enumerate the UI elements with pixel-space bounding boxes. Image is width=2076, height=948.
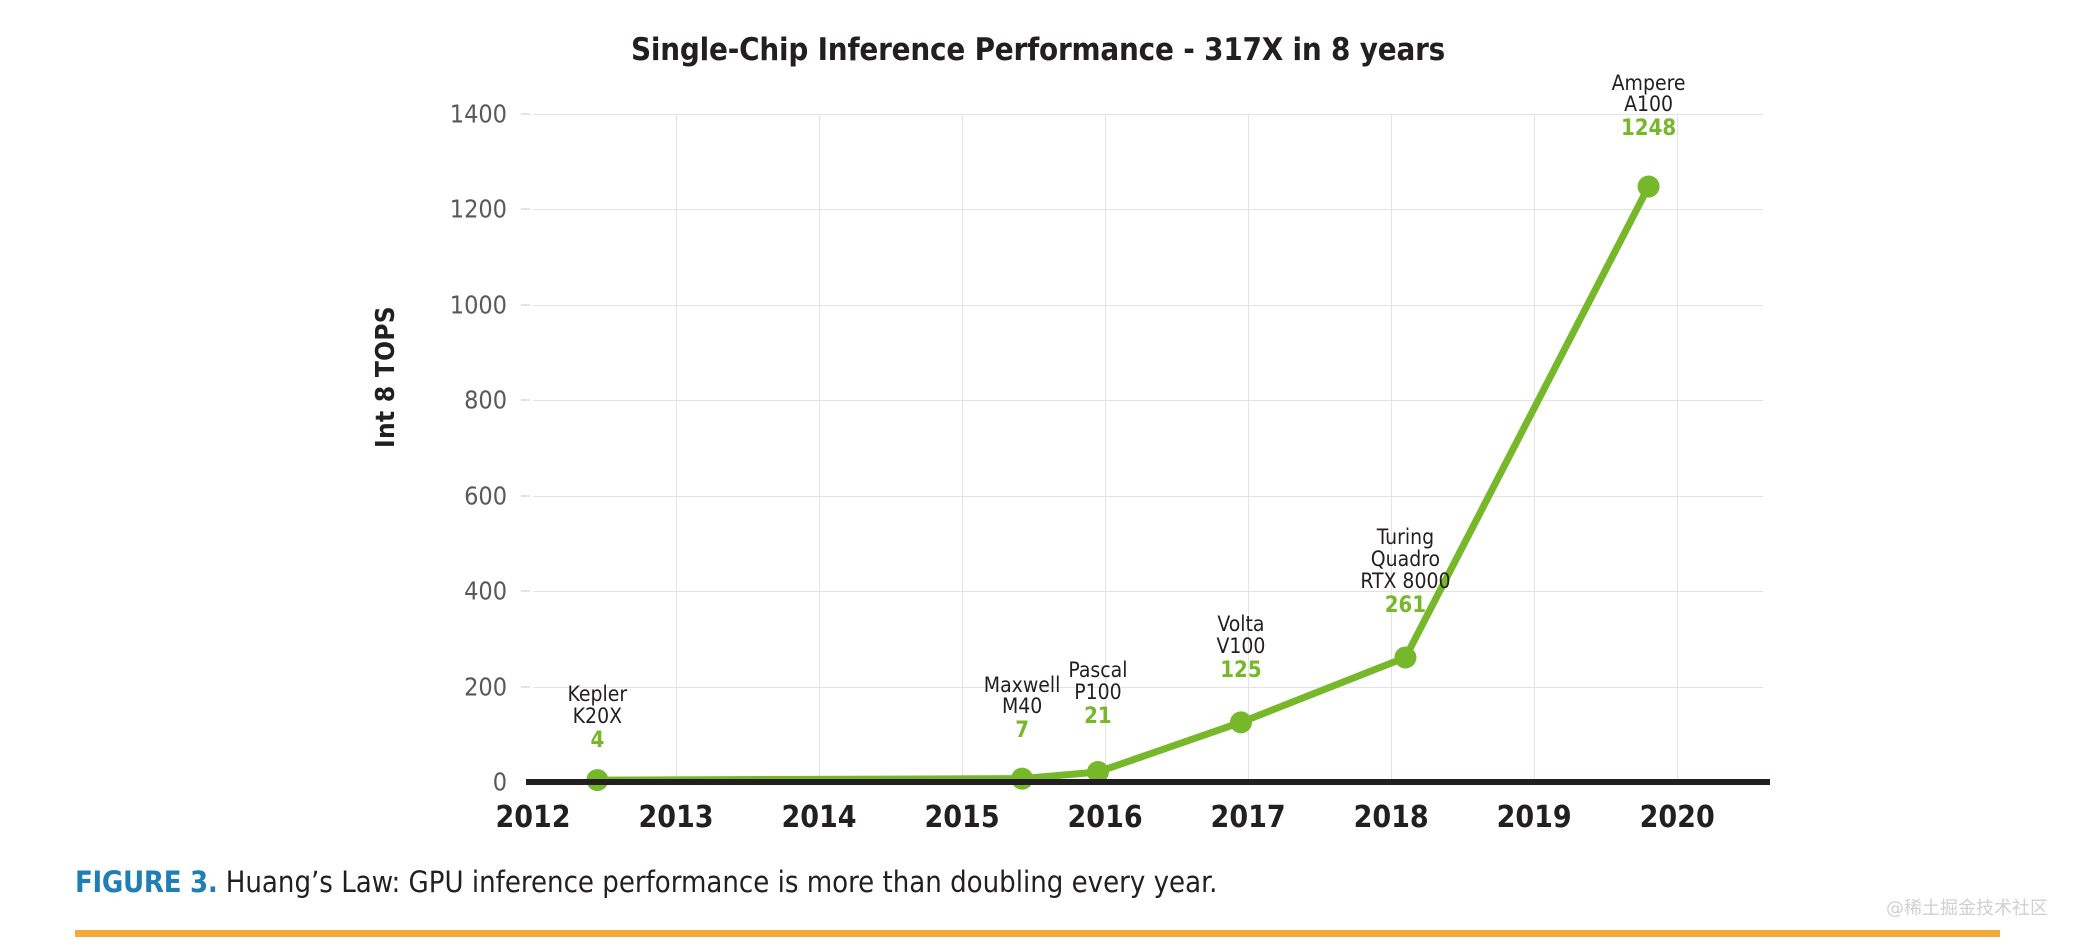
- y-axis-tick-mark: [521, 399, 530, 401]
- x-axis-tick-label: 2012: [495, 800, 571, 835]
- data-point-annotation: Ampere A100 1248: [1529, 70, 1769, 142]
- data-point-name: Pascal: [1068, 657, 1128, 682]
- gridline-vertical: [1391, 114, 1393, 782]
- data-point-value: 125: [1220, 658, 1262, 683]
- gridline-vertical: [1677, 114, 1679, 782]
- x-axis-tick-label: 2013: [638, 800, 714, 835]
- x-axis-tick-label: 2015: [924, 800, 1000, 835]
- figure-caption: FIGURE 3. Huang’s Law: GPU inference per…: [75, 865, 1217, 899]
- accent-bar: [75, 930, 2000, 937]
- gridline-horizontal: [533, 304, 1763, 306]
- data-point-name: A100: [1624, 92, 1674, 117]
- gridline-horizontal: [533, 209, 1763, 211]
- y-axis-tick-label: 600: [464, 481, 507, 511]
- y-axis-tick-mark: [521, 113, 530, 115]
- x-axis-tick-label: 2020: [1639, 800, 1715, 835]
- caption-text: Huang’s Law: GPU inference performance i…: [217, 865, 1218, 899]
- gridline-horizontal: [533, 400, 1763, 402]
- x-axis-tick-label: 2014: [781, 800, 857, 835]
- y-axis-tick-mark: [521, 304, 530, 306]
- gridline-vertical: [819, 114, 821, 782]
- y-axis-tick-label: 0: [492, 767, 507, 797]
- x-axis-tick-label: 2016: [1067, 800, 1143, 835]
- data-point-value: 261: [1384, 592, 1427, 618]
- data-point-marker[interactable]: [1394, 646, 1417, 669]
- data-point-annotation: Kepler K20X 4: [477, 682, 717, 753]
- gridline-horizontal: [533, 495, 1763, 497]
- gridline-vertical: [1534, 114, 1536, 782]
- x-axis-tick-label: 2017: [1210, 800, 1286, 835]
- gridline-horizontal: [533, 114, 1763, 115]
- y-axis-tick-mark: [521, 590, 530, 592]
- data-point-value: 21: [1084, 703, 1112, 729]
- data-point-annotation: Pascal P100 21: [978, 657, 1218, 729]
- gridline-horizontal: [533, 591, 1763, 593]
- y-axis-tick-mark: [521, 686, 530, 688]
- data-point-name: Maxwell: [983, 672, 1061, 697]
- data-point-annotation: Volta V100 125: [1121, 614, 1361, 683]
- y-axis-tick-label: 1400: [449, 99, 507, 129]
- data-point-name: Kepler: [567, 682, 628, 707]
- data-point-name: Quadro: [1370, 547, 1441, 572]
- data-point-name: P100: [1074, 679, 1122, 704]
- data-point-marker[interactable]: [1229, 711, 1252, 734]
- y-axis-tick-label: 1200: [449, 194, 507, 224]
- data-point-name: K20X: [572, 703, 623, 728]
- data-point-annotation: Maxwell M40 7: [902, 672, 1142, 744]
- data-point-name: Ampere: [1611, 70, 1686, 95]
- data-point-marker[interactable]: [1637, 175, 1660, 198]
- gridline-vertical: [1105, 114, 1107, 782]
- data-point-name: Volta: [1217, 612, 1265, 637]
- x-axis-tick-label: 2018: [1353, 800, 1429, 835]
- gridline-vertical: [962, 114, 964, 782]
- y-axis-tick-mark: [521, 208, 530, 210]
- gridline-vertical: [676, 114, 678, 782]
- data-point-annotation: Turing Quadro RTX 8000 261: [1285, 527, 1525, 617]
- data-point-value: 4: [590, 727, 605, 753]
- figure-number: FIGURE 3.: [75, 865, 218, 899]
- data-point-name: Turing: [1376, 525, 1435, 550]
- data-point-marker[interactable]: [1086, 760, 1109, 783]
- y-axis-tick-label: 400: [464, 576, 507, 606]
- y-axis-tick-label: 800: [464, 385, 507, 415]
- data-point-value: 1248: [1621, 116, 1677, 142]
- gridline-horizontal: [533, 686, 1763, 688]
- x-axis-tick-label: 2019: [1496, 800, 1572, 835]
- data-point-value: 7: [1015, 718, 1030, 744]
- series-line: [593, 183, 1653, 784]
- grid-lines: [533, 114, 1763, 782]
- chart-title: Single-Chip Inference Performance - 317X…: [630, 32, 1446, 68]
- watermark: @稀土掘金技术社区: [1886, 898, 2048, 919]
- data-point-name: V100: [1216, 634, 1266, 659]
- y-axis-title: Int 8 TOPS: [371, 306, 401, 448]
- x-axis-baseline: [526, 779, 1770, 785]
- y-axis-tick-label: 1000: [449, 290, 507, 320]
- y-axis-tick-mark: [521, 495, 530, 497]
- plot-area: Kepler K20X 4 Maxwell M40 7 Pascal P100 21 Volta V…: [526, 72, 1770, 792]
- y-axis-tick-label: 200: [464, 672, 507, 702]
- data-point-name: M40: [1001, 694, 1043, 719]
- data-point-name: RTX 8000: [1360, 569, 1451, 594]
- gridline-vertical: [1248, 114, 1250, 782]
